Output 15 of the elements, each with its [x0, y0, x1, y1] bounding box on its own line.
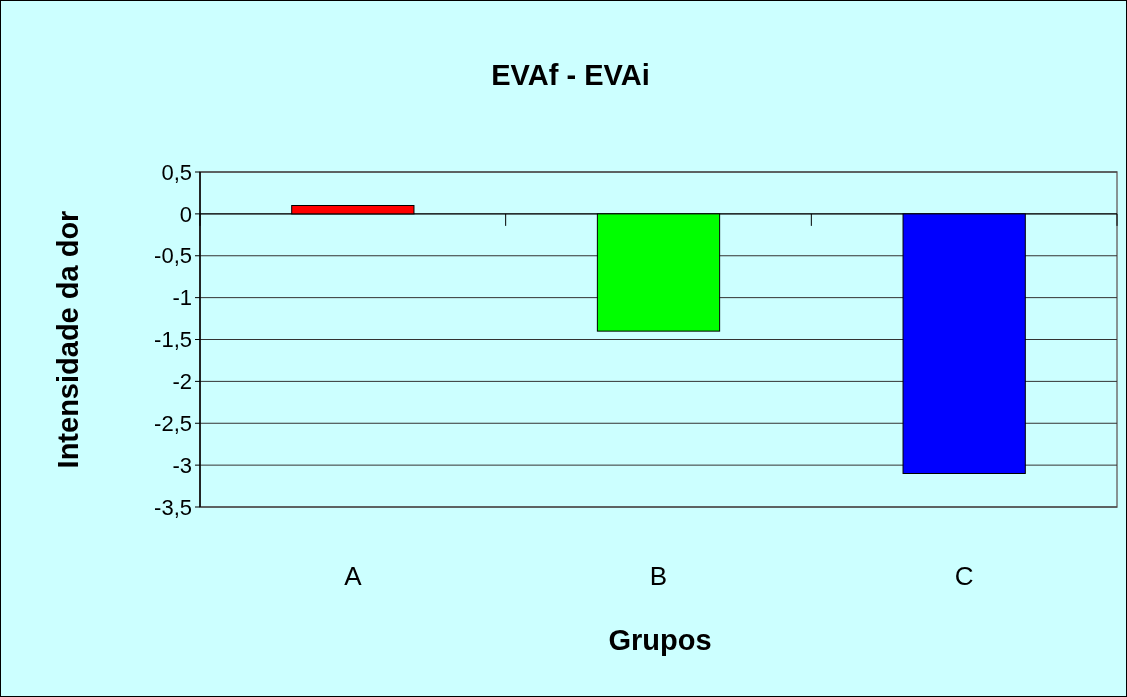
y-tick-label: -2,5	[154, 410, 192, 436]
y-tick-label: -3,5	[154, 494, 192, 520]
y-tick-label: 0,5	[161, 159, 192, 185]
x-axis-title: Grupos	[608, 624, 712, 656]
y-tick-label: -2	[172, 369, 192, 395]
y-axis-title: Intensidade da dor	[52, 210, 84, 469]
x-tick-label: B	[649, 561, 668, 591]
y-tick-label: -0,5	[154, 243, 192, 269]
x-tick-label: C	[954, 561, 974, 591]
chart-title: EVAf - EVAi	[491, 59, 650, 91]
x-tick-label: A	[344, 561, 363, 591]
y-tick-label: 0	[179, 201, 192, 227]
y-tick-label: -1	[172, 285, 192, 311]
y-tick-label: -1,5	[154, 327, 192, 353]
y-tick-label: -3	[172, 452, 192, 478]
